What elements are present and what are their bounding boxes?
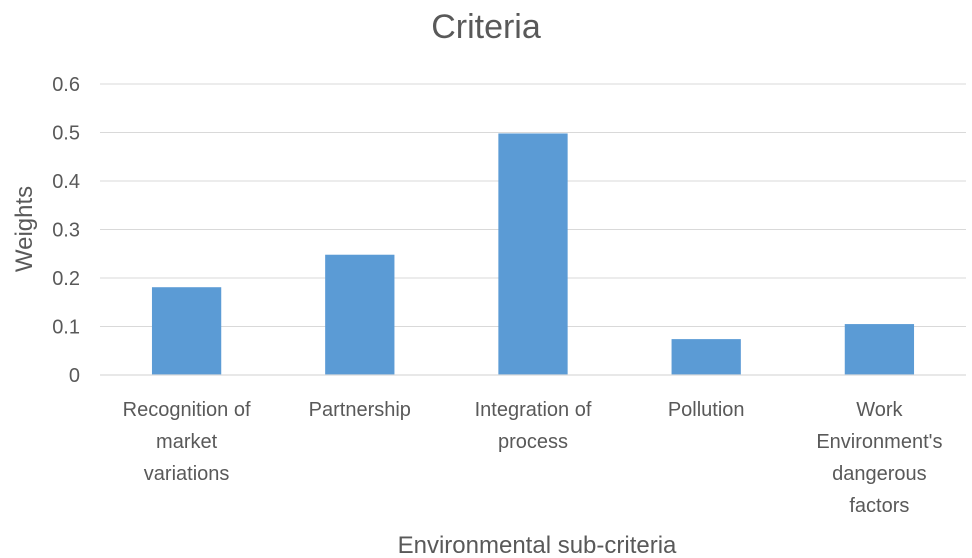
bars: [151, 133, 915, 375]
x-category-label-line: factors: [849, 495, 909, 517]
bar: [671, 339, 741, 375]
y-tick-label: 0.6: [52, 74, 80, 96]
chart-title: Criteria: [431, 8, 541, 46]
x-category-label-line: dangerous: [832, 463, 927, 485]
bar: [151, 287, 222, 375]
x-category-label: Pollution: [668, 399, 745, 421]
x-category-label: Recognition of market variations: [123, 399, 251, 485]
x-category-label: Work Environment's dangerous factors: [816, 399, 942, 517]
y-tick-label: 0.3: [52, 220, 80, 242]
x-category-label: Partnership: [309, 399, 411, 421]
x-category-label-line: variations: [144, 463, 230, 485]
x-category-label-line: Work: [856, 399, 903, 421]
x-category-label: Integration of process: [475, 399, 592, 453]
bar: [498, 133, 568, 375]
bar: [325, 254, 395, 375]
x-category-label-line: Environment's: [816, 431, 942, 453]
x-category-label-line: market: [156, 431, 218, 453]
y-tick-label: 0.4: [52, 171, 80, 193]
x-category-label-line: Partnership: [309, 399, 411, 421]
x-axis-title: Environmental sub-criteria: [398, 532, 677, 558]
bar: [844, 324, 915, 375]
y-tick-label: 0: [69, 365, 80, 387]
y-tick-label: 0.1: [52, 317, 80, 339]
y-axis-title: Weights: [11, 186, 38, 272]
y-tick-label: 0.5: [52, 123, 80, 145]
x-category-label-line: Recognition of: [123, 399, 251, 421]
y-axis-ticks: 0 0.1 0.2 0.3 0.4 0.5 0.6: [52, 74, 80, 387]
x-axis-categories: Recognition of market variations Partnershi…: [123, 399, 943, 517]
x-category-label-line: Pollution: [668, 399, 745, 421]
x-category-label-line: process: [498, 431, 568, 453]
y-tick-label: 0.2: [52, 268, 80, 290]
x-category-label-line: Integration of: [475, 399, 592, 421]
